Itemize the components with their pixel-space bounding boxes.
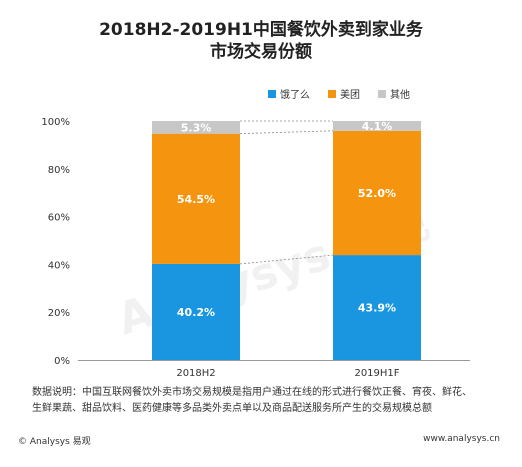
data-label: 4.1% bbox=[362, 120, 393, 133]
stacked-bar-chart: 0% 20% 40% 60% 80% 100% 40.2% 54.5% 5.3% 2018H2 43… bbox=[41, 117, 470, 379]
bar-segment-0-0 bbox=[152, 263, 240, 360]
bar-segment-0-2 bbox=[152, 121, 240, 134]
note-line-1: 数据说明：中国互联网餐饮外卖市场交易规模是指用户通过在线的形式进行餐饮正餐、宵夜… bbox=[32, 387, 472, 398]
data-label: 43.9% bbox=[358, 302, 396, 315]
bar-segment-1-2 bbox=[333, 121, 421, 131]
bar-segment-0-1 bbox=[152, 133, 240, 264]
y-tick-label: 40% bbox=[48, 260, 70, 271]
legend-swatch-other bbox=[378, 89, 386, 98]
footer-copyright: © Analysys 易观 bbox=[18, 437, 91, 447]
legend-label-other: 其他 bbox=[390, 90, 410, 101]
data-label: 52.0% bbox=[358, 187, 396, 200]
data-note: 数据说明：中国互联网餐饮外卖市场交易规模是指用户通过在线的形式进行餐饮正餐、宵夜… bbox=[32, 385, 497, 417]
note-line-2: 生鲜果蔬、甜品饮料、医药健康等多品类外卖点单以及商品配送服务所产生的交易规模总额 bbox=[32, 403, 432, 414]
legend-swatch-meituan bbox=[328, 89, 336, 98]
legend-item-meituan: 美团 bbox=[328, 86, 360, 101]
legend-swatch-eleme bbox=[268, 89, 276, 98]
legend-label-eleme: 饿了么 bbox=[280, 90, 310, 101]
y-tick-label: 0% bbox=[54, 356, 70, 367]
y-tick-label: 20% bbox=[48, 308, 70, 319]
chart-title-line2: 市场交易份额 bbox=[210, 42, 312, 62]
connector-line bbox=[239, 254, 334, 265]
legend: 饿了么 美团 其他 bbox=[268, 86, 410, 101]
legend-label-meituan: 美团 bbox=[340, 90, 360, 101]
y-tick-label: 60% bbox=[48, 213, 70, 224]
x-tick-label: 2019H1F bbox=[354, 368, 399, 379]
legend-item-eleme: 饿了么 bbox=[268, 86, 310, 101]
legend-item-other: 其他 bbox=[378, 86, 410, 101]
chart-title-line1: 2018H2-2019H1中国餐饮外卖到家业务 bbox=[99, 20, 423, 40]
data-label: 54.5% bbox=[177, 193, 215, 206]
bar-segment-1-0 bbox=[333, 255, 421, 360]
y-tick-label: 100% bbox=[41, 117, 70, 128]
connector-line bbox=[239, 130, 334, 135]
y-tick-label: 80% bbox=[48, 165, 70, 176]
footer-url: www.analysys.cn bbox=[423, 434, 500, 444]
data-label: 40.2% bbox=[177, 306, 215, 319]
data-label: 5.3% bbox=[181, 121, 212, 134]
x-tick-label: 2018H2 bbox=[176, 368, 215, 379]
bar-segment-1-1 bbox=[333, 130, 421, 256]
